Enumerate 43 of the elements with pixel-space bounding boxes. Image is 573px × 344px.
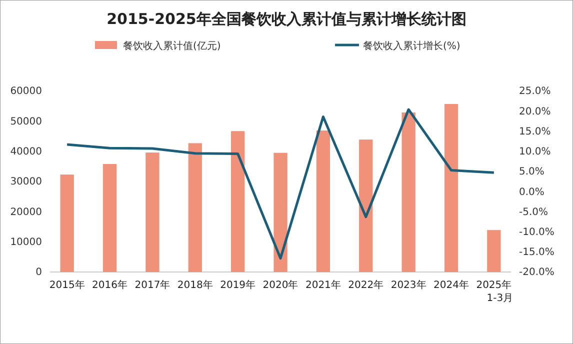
x-tick-label: 2021年: [305, 279, 341, 291]
bar: [402, 112, 416, 272]
bar: [188, 143, 202, 272]
line-series: [66, 108, 496, 260]
legend-label: 餐饮收入累计增长(%): [363, 40, 460, 52]
x-tick-label: 2020年: [262, 279, 298, 291]
x-tick-label: 2017年: [134, 279, 170, 291]
bar: [359, 140, 373, 272]
bar: [487, 230, 501, 272]
y2-tick-label: -10.0%: [519, 226, 554, 238]
y2-tick-label: -5.0%: [519, 206, 548, 218]
y2-tick-label: -15.0%: [519, 247, 554, 258]
x-tick-label: 2016年: [92, 279, 128, 291]
y2-tick-label: 20.0%: [519, 106, 551, 118]
y2-tick-label: 25.0%: [519, 86, 551, 98]
y-tick-label: 20000: [10, 206, 42, 218]
y2-tick-label: 0.0%: [519, 186, 544, 198]
bar: [444, 104, 458, 272]
y-tick-label: 30000: [10, 176, 42, 188]
chart-title: 2015-2025年全国餐饮收入累计值与累计增长统计图: [106, 10, 466, 28]
y-tick-label: 40000: [10, 146, 42, 158]
legend-label: 餐饮收入累计值(亿元): [123, 40, 221, 52]
y-tick-label: 10000: [10, 237, 42, 248]
x-tick-label: 2025年 1-3月: [476, 279, 514, 304]
bar: [316, 130, 330, 272]
y-tick-label: 0: [36, 267, 42, 278]
x-tick-label: 2024年: [434, 279, 469, 291]
x-tick-label: 2019年: [220, 279, 256, 291]
bar: [146, 152, 160, 272]
bar: [274, 152, 288, 272]
y2-tick-label: 10.0%: [519, 146, 551, 158]
bar: [102, 164, 117, 272]
y2-tick-label: 15.0%: [519, 126, 551, 138]
bar: [60, 174, 74, 272]
y2-tick-label: 5.0%: [519, 166, 544, 178]
bar: [230, 131, 245, 272]
y-tick-label: 60000: [10, 86, 42, 98]
y2-tick-label: -20.0%: [519, 267, 554, 278]
x-tick-label: 2022年: [348, 279, 384, 291]
y-tick-label: 50000: [10, 116, 42, 128]
x-tick-label: 2018年: [177, 279, 213, 291]
x-tick-label: 2015年: [49, 279, 85, 291]
x-tick-label: 2023年: [390, 279, 426, 291]
